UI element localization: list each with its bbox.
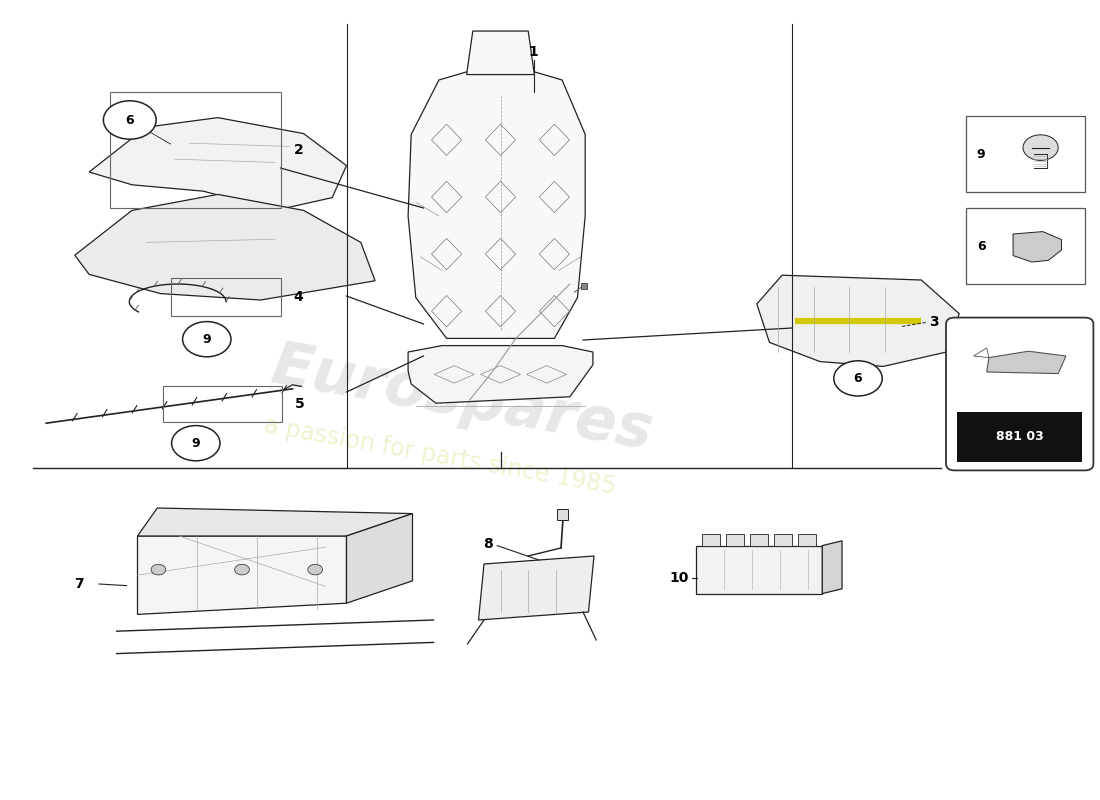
- Polygon shape: [695, 546, 822, 594]
- Bar: [799, 534, 816, 546]
- Bar: [170, 278, 280, 316]
- Circle shape: [103, 101, 156, 139]
- Polygon shape: [346, 514, 412, 603]
- Polygon shape: [89, 118, 346, 210]
- Bar: [957, 412, 1082, 462]
- Polygon shape: [408, 66, 585, 338]
- Bar: [557, 509, 568, 520]
- Circle shape: [1023, 135, 1058, 161]
- Polygon shape: [757, 275, 959, 366]
- Text: 5: 5: [295, 397, 305, 411]
- Text: 6: 6: [125, 114, 134, 126]
- Text: 9: 9: [977, 147, 986, 161]
- Text: 6: 6: [854, 372, 862, 385]
- Polygon shape: [75, 194, 375, 300]
- Circle shape: [234, 564, 250, 575]
- Polygon shape: [1013, 232, 1062, 262]
- Bar: [110, 92, 280, 208]
- Text: 1: 1: [529, 45, 538, 59]
- Polygon shape: [466, 31, 535, 74]
- Bar: [581, 282, 586, 290]
- FancyBboxPatch shape: [946, 318, 1093, 470]
- Polygon shape: [987, 351, 1066, 374]
- Text: 9: 9: [191, 437, 200, 450]
- Text: 6: 6: [977, 239, 986, 253]
- Bar: [163, 386, 282, 422]
- Circle shape: [834, 361, 882, 396]
- Circle shape: [151, 564, 166, 575]
- Text: 881 03: 881 03: [996, 430, 1044, 443]
- Text: 10: 10: [669, 570, 689, 585]
- Text: a passion for parts since 1985: a passion for parts since 1985: [262, 413, 618, 499]
- Bar: [750, 534, 768, 546]
- Polygon shape: [478, 556, 594, 620]
- Bar: [726, 534, 744, 546]
- Circle shape: [183, 322, 231, 357]
- Circle shape: [308, 564, 322, 575]
- Text: 3: 3: [930, 315, 939, 330]
- Text: 2: 2: [294, 143, 304, 157]
- Bar: [702, 534, 719, 546]
- Text: 7: 7: [75, 577, 84, 591]
- Polygon shape: [138, 536, 346, 614]
- Bar: [774, 534, 792, 546]
- Bar: [966, 208, 1085, 284]
- Polygon shape: [408, 346, 593, 403]
- Polygon shape: [974, 348, 989, 358]
- Text: 8: 8: [483, 537, 493, 551]
- Text: 4: 4: [294, 290, 304, 304]
- Text: 9: 9: [202, 333, 211, 346]
- Polygon shape: [138, 508, 412, 536]
- Bar: [966, 116, 1085, 192]
- Text: Eurospares: Eurospares: [266, 338, 658, 462]
- Polygon shape: [822, 541, 843, 594]
- Circle shape: [172, 426, 220, 461]
